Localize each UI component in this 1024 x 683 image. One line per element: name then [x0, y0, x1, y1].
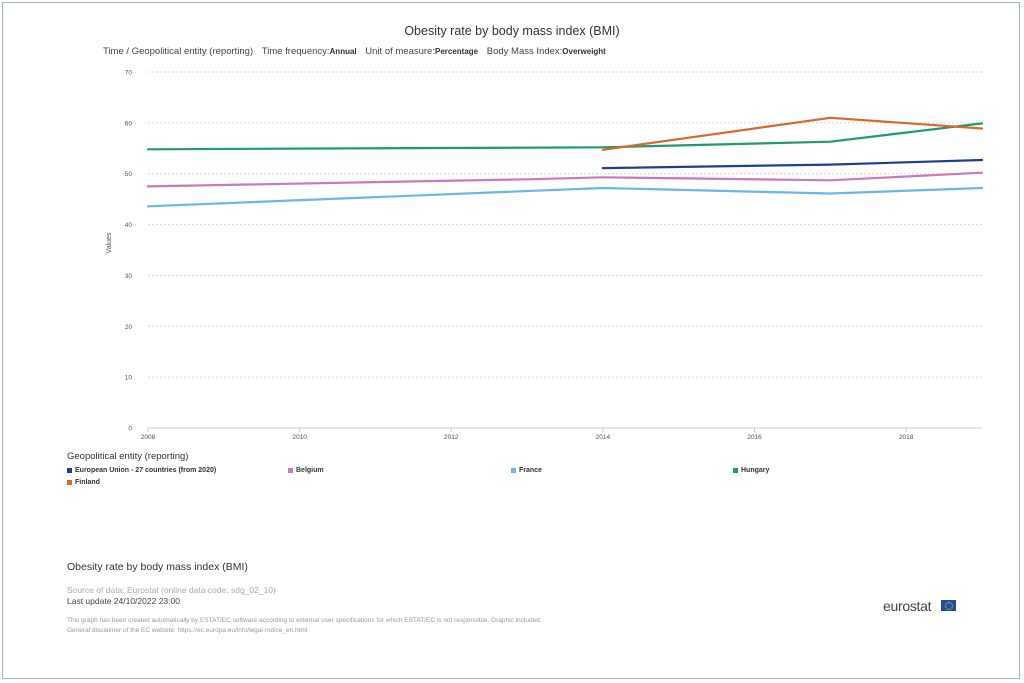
legend-swatch — [288, 467, 293, 473]
y-axis-label: Values — [106, 232, 113, 253]
chart-subtitle: Time / Geopolitical entity (reporting) T… — [103, 46, 606, 57]
legend-label: Finland — [75, 479, 100, 486]
y-tick-label: 60 — [125, 120, 133, 127]
legend-item[interactable]: Belgium — [288, 467, 324, 474]
x-tick-label: 2018 — [899, 434, 914, 441]
series-line-4[interactable] — [601, 116, 984, 151]
series-line-3[interactable] — [146, 122, 984, 151]
legend-label: Hungary — [741, 467, 770, 474]
disclaimer-line-1: This graph has been created automaticall… — [67, 617, 542, 624]
y-tick-label: 30 — [125, 273, 133, 280]
legend-swatch — [733, 467, 738, 473]
source-text: Source of data: Eurostat (online data co… — [67, 585, 276, 595]
legend-label: European Union - 27 countries (from 2020… — [75, 467, 217, 474]
last-update-text: Last update 24/10/2022 23:00 — [67, 596, 180, 606]
legend-label: Belgium — [296, 467, 324, 474]
legend-item[interactable]: France — [511, 467, 542, 474]
x-tick-label: 2012 — [444, 434, 459, 441]
y-tick-label: 40 — [125, 222, 133, 229]
x-tick-label: 2008 — [141, 434, 156, 441]
chart-title: Obesity rate by body mass index (BMI) — [404, 24, 620, 38]
subtitle-bmi-label: Body Mass Index: — [486, 46, 563, 57]
series-lines — [146, 116, 984, 208]
subtitle-bmi-value: Overweight — [562, 47, 606, 56]
y-tick-label: 20 — [125, 324, 133, 331]
x-axis-ticks: 2008 2010 2012 2014 2016 2018 — [141, 428, 914, 441]
legend-item[interactable]: Finland — [67, 479, 100, 486]
eurostat-logo: eurostat — [883, 598, 932, 614]
subtitle-frequency-label: Time frequency: — [261, 46, 330, 57]
legend-swatch — [511, 467, 516, 473]
x-tick-label: 2010 — [292, 434, 307, 441]
legend-title: Geopolitical entity (reporting) — [67, 451, 189, 462]
subtitle-frequency-value: Annual — [329, 47, 357, 56]
footer-title: Obesity rate by body mass index (BMI) — [67, 561, 248, 573]
y-tick-label: 10 — [125, 375, 133, 382]
legend-swatch — [67, 467, 72, 473]
y-axis-ticks: 0 10 20 30 40 50 60 70 — [125, 70, 133, 433]
y-tick-label: 70 — [125, 70, 133, 77]
legend-swatch — [67, 479, 72, 485]
subtitle-unit-value: Percentage — [434, 47, 479, 56]
series-line-0[interactable] — [601, 158, 984, 170]
legend-label: France — [519, 467, 542, 474]
y-tick-label: 0 — [128, 426, 132, 433]
subtitle-dimensions: Time / Geopolitical entity (reporting) — [103, 46, 254, 57]
gridlines — [148, 71, 982, 429]
eu-flag-icon — [941, 600, 956, 611]
legend-item[interactable]: Hungary — [733, 467, 769, 474]
subtitle-unit-label: Unit of measure: — [365, 46, 435, 57]
x-tick-label: 2016 — [747, 434, 762, 441]
series-line-1[interactable] — [146, 171, 984, 188]
legend-item[interactable]: European Union - 27 countries (from 2020… — [67, 467, 216, 474]
series-line-2[interactable] — [146, 186, 984, 208]
x-tick-label: 2014 — [596, 434, 611, 441]
y-tick-label: 50 — [125, 171, 133, 178]
disclaimer: This graph has been created automaticall… — [67, 616, 542, 635]
disclaimer-line-2: General disclaimer of the EC website: ht… — [67, 626, 308, 634]
